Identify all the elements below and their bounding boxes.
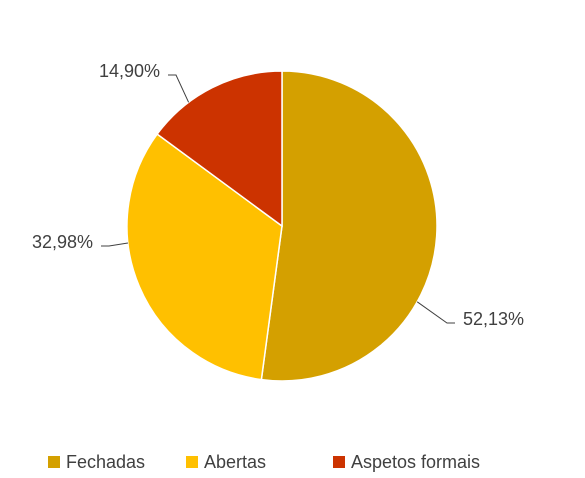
data-label: 14,90%: [99, 61, 160, 81]
legend-label: Fechadas: [66, 452, 145, 472]
legend-swatch: [333, 456, 345, 468]
leader-line: [168, 74, 190, 103]
leader-line: [101, 242, 129, 247]
data-label: 52,13%: [463, 309, 524, 329]
pie-slice: [126, 133, 283, 381]
leader-line: [416, 301, 455, 324]
pie-slice: [156, 70, 283, 228]
data-label: 32,98%: [32, 232, 93, 252]
legend-label: Aspetos formais: [351, 452, 480, 472]
legend-swatch: [48, 456, 60, 468]
legend-swatch: [186, 456, 198, 468]
legend-label: Abertas: [204, 452, 266, 472]
pie-slice: [260, 70, 438, 382]
